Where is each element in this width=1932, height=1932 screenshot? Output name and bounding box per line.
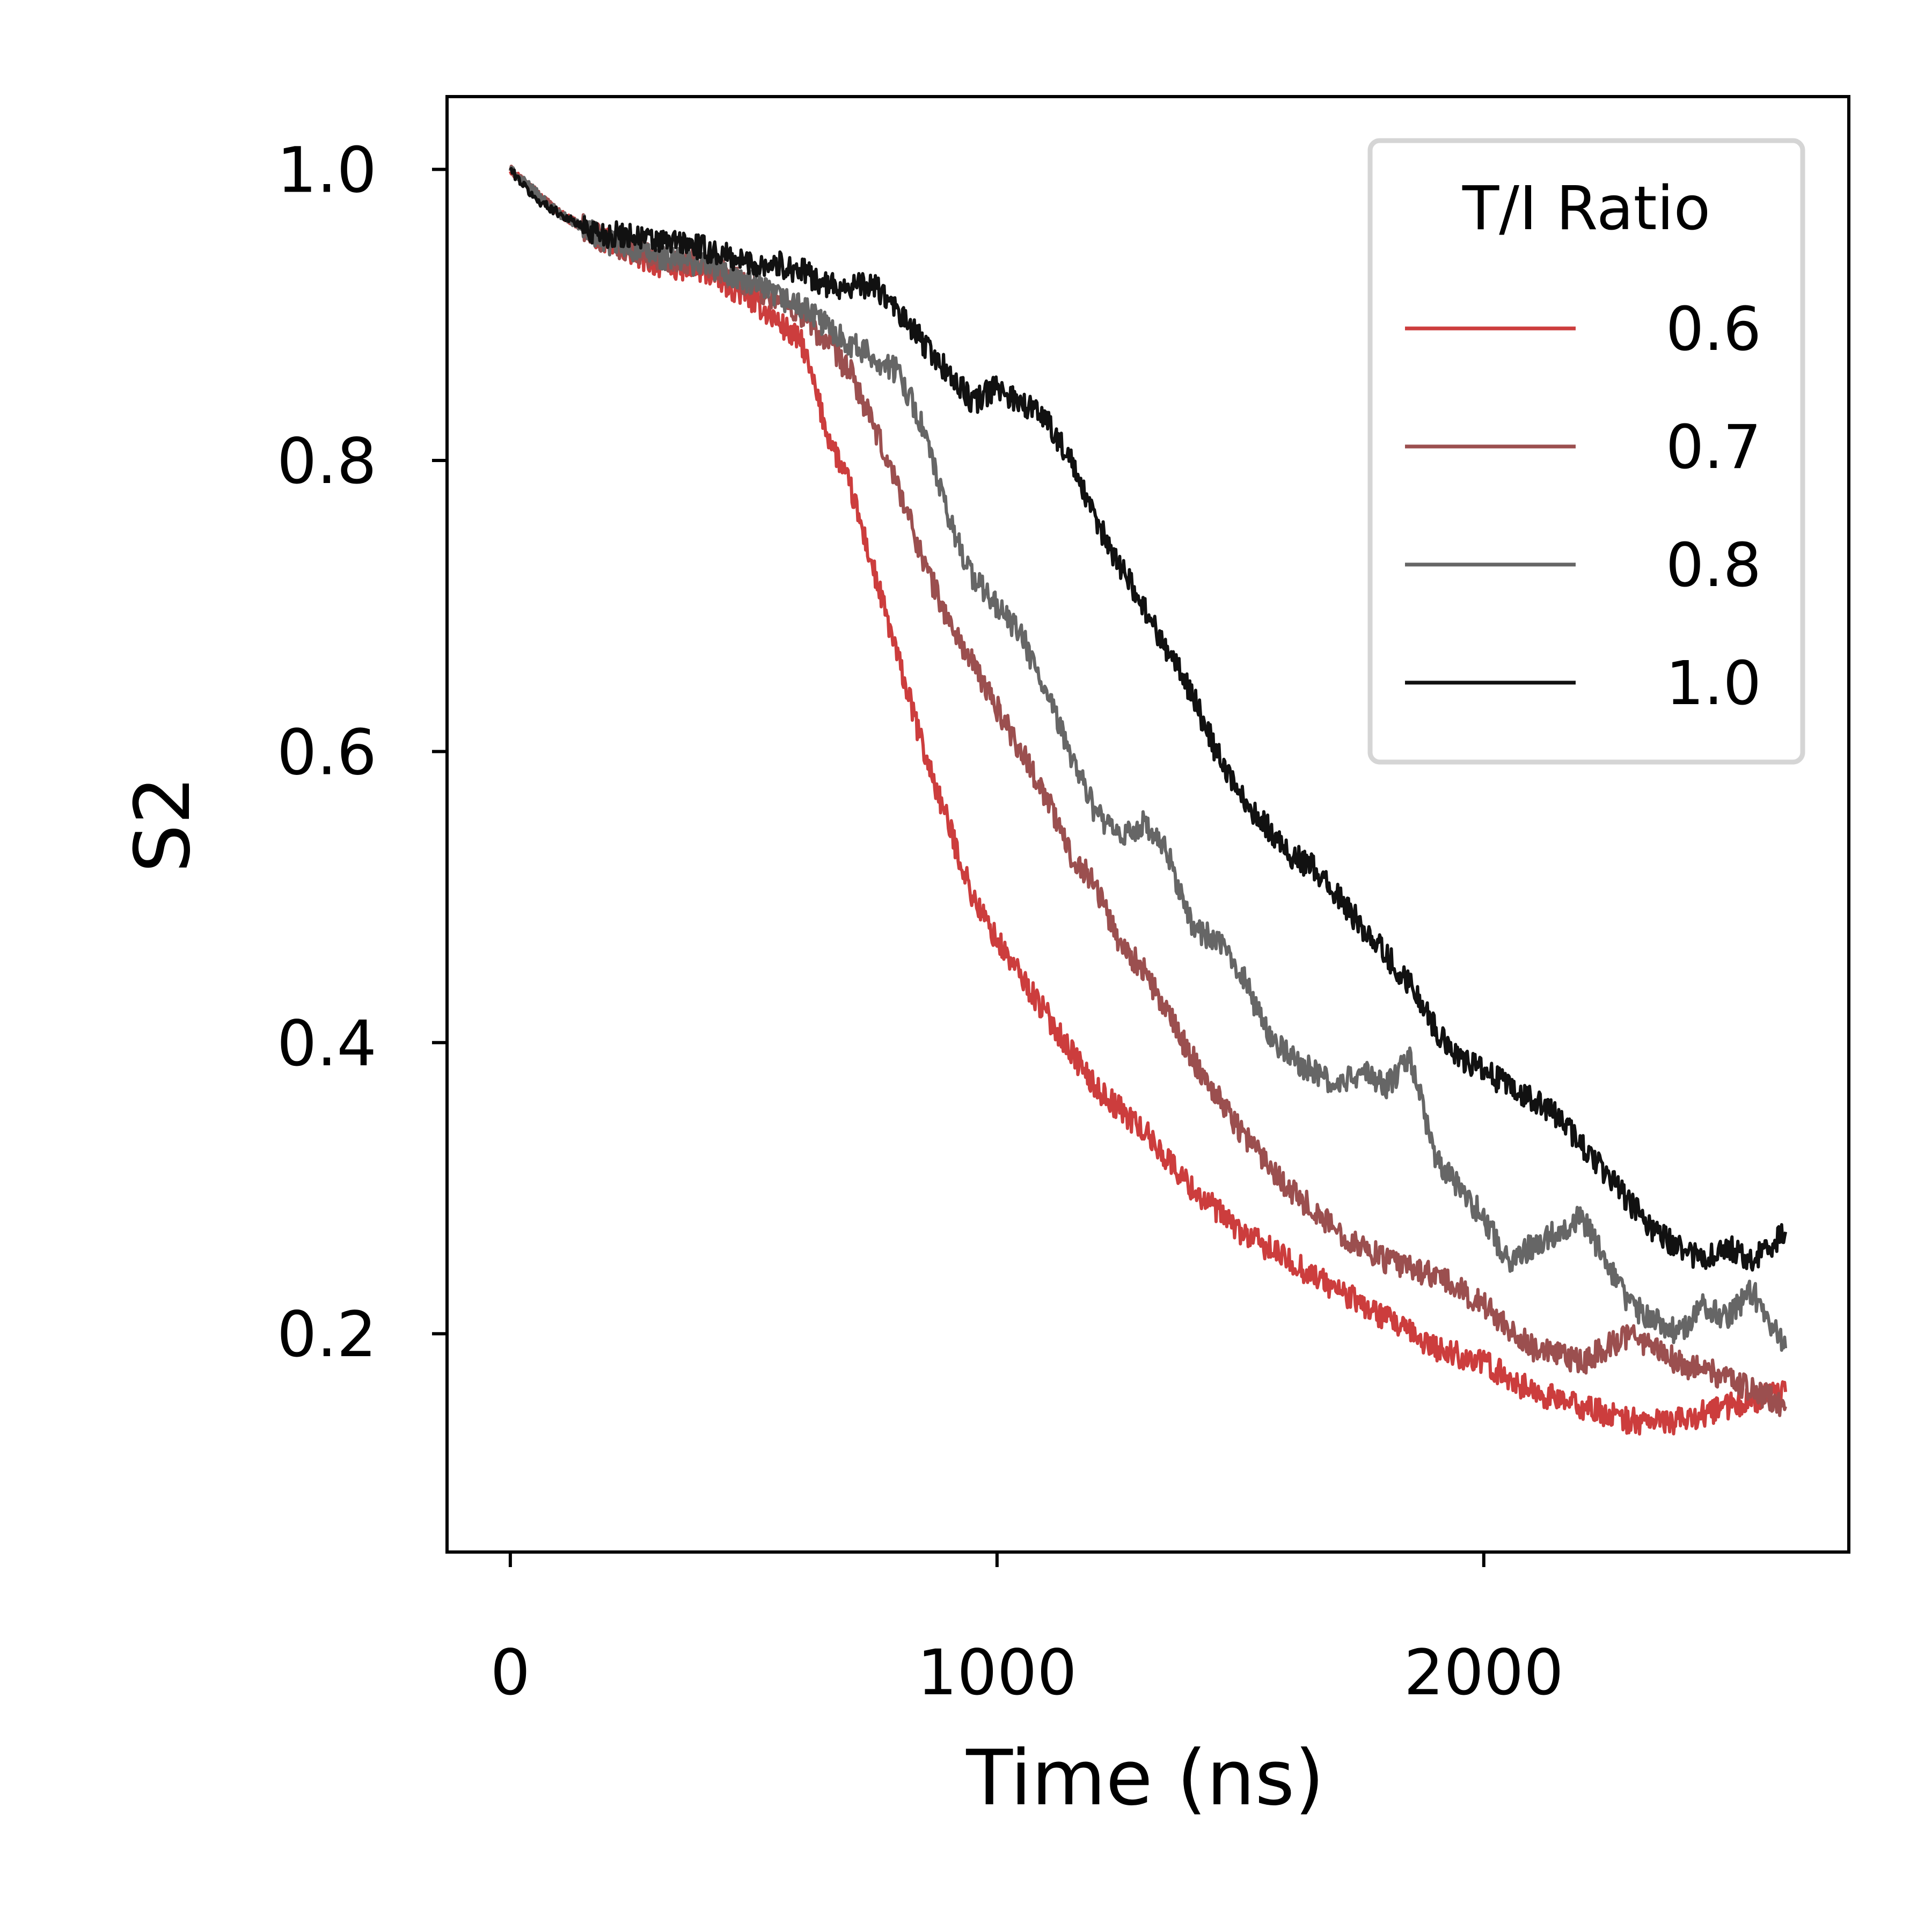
- series-layer: [508, 164, 1788, 1436]
- plot-frame: [445, 95, 1850, 1554]
- y-tick-label: 0.6: [277, 715, 377, 789]
- y-tick-label: 1.0: [277, 134, 377, 207]
- y-axis: 0.2 0.4 0.6 0.8 1.0: [277, 134, 447, 1371]
- y-tick-label: 0.8: [277, 425, 377, 498]
- x-axis-title: Time (ns): [965, 1734, 1324, 1823]
- series-line-0.8: [509, 165, 1788, 1352]
- legend-entries: 0.6 0.7 0.8 1.0: [1405, 295, 1761, 719]
- legend-label-1.0: 1.0: [1666, 649, 1761, 719]
- x-tick-label: 2000: [1404, 1636, 1564, 1709]
- legend: T/I Ratio 0.6 0.7 0.8 1.0: [1367, 138, 1805, 765]
- y-tick-label: 0.2: [277, 1298, 377, 1371]
- y-axis-title: S2: [119, 776, 207, 873]
- legend-label-0.6: 0.6: [1666, 295, 1761, 364]
- legend-title: T/I Ratio: [1462, 174, 1710, 244]
- legend-label-0.8: 0.8: [1666, 531, 1761, 601]
- x-tick-label: 1000: [917, 1636, 1077, 1709]
- x-tick-label: 0: [491, 1636, 530, 1709]
- legend-box: [1367, 138, 1805, 765]
- legend-label-0.7: 0.7: [1666, 413, 1761, 482]
- x-axis: 0 1000 2000: [491, 1552, 1564, 1709]
- y-tick-label: 0.4: [277, 1007, 377, 1080]
- series-line-1.0: [509, 167, 1788, 1272]
